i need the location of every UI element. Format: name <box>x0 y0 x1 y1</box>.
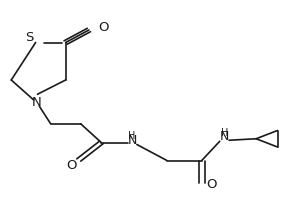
Text: N: N <box>127 134 137 147</box>
Text: O: O <box>98 21 108 34</box>
Text: N: N <box>32 96 41 109</box>
Text: H: H <box>220 128 228 138</box>
Text: H: H <box>128 131 136 141</box>
Text: O: O <box>206 178 216 191</box>
Text: S: S <box>25 31 33 44</box>
Text: N: N <box>220 130 229 143</box>
Text: O: O <box>66 159 76 172</box>
